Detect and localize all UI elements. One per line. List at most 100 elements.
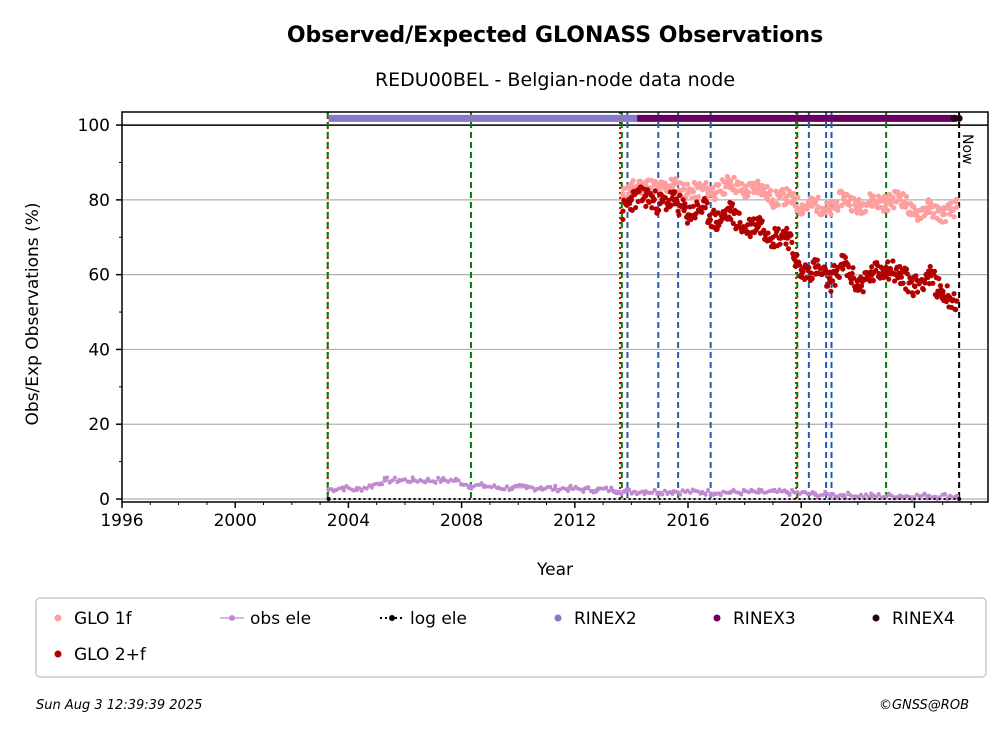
obs-ele-point — [510, 485, 515, 491]
glo-1f-point — [680, 181, 686, 187]
glo-2f-point — [826, 279, 833, 285]
obs-ele-point — [425, 477, 431, 483]
glo-2f-point — [761, 227, 767, 233]
legend-swatch — [554, 614, 562, 622]
obs-ele-point — [504, 484, 509, 489]
glo-1f-point — [780, 190, 786, 196]
obs-ele-point — [571, 487, 576, 492]
glo-1f-point — [851, 195, 857, 201]
glo-1f-point — [951, 214, 957, 220]
y-tick-label: 0 — [99, 490, 110, 510]
log-ele-point — [957, 497, 962, 502]
glo-1f-point — [733, 190, 739, 196]
glo-1f-point — [722, 191, 728, 197]
glo-2f-point — [668, 202, 674, 208]
glo-1f-point — [891, 205, 897, 211]
obs-ele-point — [548, 484, 553, 489]
glo-2f-point — [908, 278, 915, 284]
glo-2f-point — [904, 271, 910, 277]
glo-2f-point — [784, 230, 790, 237]
x-tick-label: 2000 — [214, 511, 257, 531]
legend-label: obs ele — [250, 609, 311, 629]
glo-1f-point — [883, 201, 889, 207]
glo-2f-point — [745, 229, 752, 235]
glo-2f-point — [954, 298, 960, 304]
obs-ele-point — [671, 489, 677, 494]
glo-2f-point — [885, 259, 891, 265]
glo-2f-point — [770, 234, 776, 240]
glo-1f-point — [948, 200, 954, 206]
glo-1f-point — [764, 184, 770, 190]
obs-ele-point — [552, 486, 558, 491]
glo-1f-point — [911, 212, 918, 218]
glo-1f-point — [886, 191, 893, 198]
glo-2f-point — [651, 196, 657, 203]
obs-ele-point — [848, 493, 853, 498]
obs-ele-point — [784, 489, 790, 495]
glo-1f-point — [869, 197, 875, 203]
glo-2f-point — [850, 265, 856, 271]
glo-1f-point — [630, 177, 636, 184]
glo-1f-point — [790, 190, 797, 197]
legend-entry: GLO 2+f — [54, 645, 147, 665]
glo-1f-point — [885, 207, 891, 214]
glo-1f-point — [890, 194, 896, 200]
obs-ele-point — [643, 489, 648, 494]
glo-1f-point — [685, 189, 691, 195]
glo-1f-point — [768, 187, 774, 194]
glo-1f-point — [795, 194, 801, 200]
glo-2f-point — [892, 278, 898, 284]
glo-2f-point — [914, 289, 921, 295]
glo-2f-point — [931, 268, 938, 274]
obs-ele-point — [926, 493, 931, 499]
glo-2f-point — [927, 263, 933, 270]
glo-1f-point — [926, 209, 933, 215]
glo-2f-point — [646, 199, 652, 205]
obs-ele-point — [675, 490, 680, 495]
chart-title: Observed/Expected GLONASS Observations — [287, 23, 823, 48]
glo-1f-point — [815, 194, 821, 200]
glo-2f-point — [824, 283, 831, 289]
glo-2f-point — [883, 264, 889, 270]
legend-entry: RINEX3 — [713, 609, 796, 629]
glo-1f-point — [672, 175, 679, 182]
x-axis-label: Year — [536, 560, 573, 580]
obs-ele-point — [706, 487, 711, 492]
obs-ele-point — [326, 487, 331, 493]
glo-2f-point — [699, 204, 705, 210]
glo-2f-point — [851, 275, 857, 281]
obs-ele-point — [382, 477, 388, 483]
obs-ele-point — [954, 493, 960, 499]
y-axis-label: Obs/Exp Observations (%) — [23, 203, 43, 426]
glo-2f-point — [808, 270, 815, 276]
x-tick-label: 2024 — [893, 511, 936, 531]
glo-2f-point — [951, 291, 957, 297]
glo-2f-point — [910, 293, 916, 299]
glo-2f-point — [920, 287, 927, 293]
obs-ele-point — [830, 491, 835, 496]
glo-2f-point — [789, 239, 795, 245]
glo-1f-point — [710, 185, 716, 191]
glo-2f-point — [944, 283, 950, 289]
glo-2f-point — [936, 276, 942, 282]
glo-2f-point — [869, 272, 875, 278]
glo-1f-point — [620, 193, 626, 199]
glo-2f-point — [683, 204, 689, 210]
y-tick-label: 60 — [88, 266, 110, 286]
glo-2f-point — [911, 283, 918, 289]
obs-ele-point — [604, 485, 609, 490]
glo-1f-point — [854, 210, 860, 216]
legend-label: RINEX4 — [892, 609, 955, 629]
glo-1f-point — [816, 204, 822, 210]
obs-ele-point — [807, 492, 812, 497]
plot-frame — [121, 111, 989, 503]
glo-2f-point — [680, 197, 686, 203]
y-tick-label: 80 — [88, 191, 110, 211]
legend-swatch — [713, 614, 721, 622]
obs-ele-point — [595, 487, 600, 493]
glo-2f-point — [828, 288, 834, 294]
glo-2f-point — [886, 276, 892, 282]
obs-ele-point — [538, 485, 544, 491]
glo-2f-point — [790, 251, 796, 257]
legend-label: GLO 2+f — [74, 645, 147, 665]
